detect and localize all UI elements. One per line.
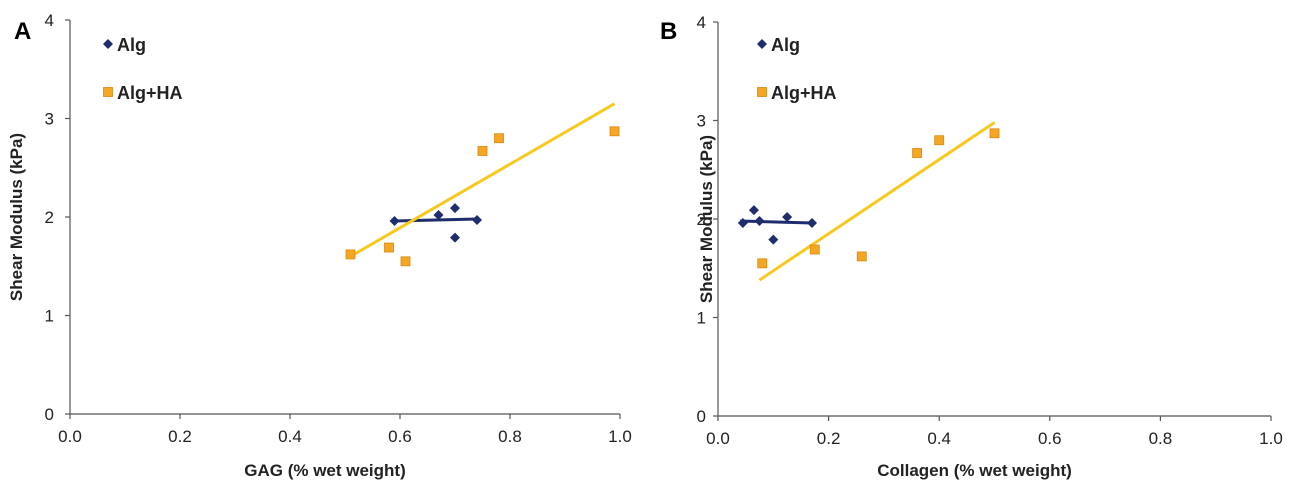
panel-a-trendline bbox=[349, 102, 616, 258]
panel-b-legend-marker bbox=[757, 39, 767, 49]
panel-b-data-point bbox=[989, 128, 1000, 139]
panel-b-x-tick-label: 0.4 bbox=[927, 429, 951, 448]
panel-b-x-tick-label: 0.8 bbox=[1149, 429, 1173, 448]
panel-b-data-point bbox=[807, 217, 818, 228]
panel-a-series-1 bbox=[345, 102, 620, 267]
panel-a-legend-label: Alg+HA bbox=[117, 83, 183, 103]
panel-b-data-point bbox=[782, 212, 793, 223]
panel-b-y-tick-label: 4 bbox=[697, 13, 706, 32]
panel-a-x-axis-title: GAG (% wet weight) bbox=[244, 461, 406, 480]
panel-b-trendline bbox=[740, 219, 813, 225]
panel-b-chart: B 0 1 2 3 4 0.0 0.2 0.4 0.6 0.8 1.0 Shear Modulus (k… bbox=[646, 0, 1293, 487]
panel-a-y-tick-label: 2 bbox=[45, 208, 54, 227]
panel-b-x-axis-title: Collagen (% wet weight) bbox=[877, 461, 1072, 480]
panel-a-series-0 bbox=[389, 203, 482, 243]
panel-a-x-tick-label: 0.6 bbox=[388, 427, 412, 446]
panel-a-data-point bbox=[450, 232, 460, 243]
panel-b-y-tick-label: 0 bbox=[697, 407, 706, 426]
panel-a-svg: A 0 1 2 3 4 0.0 0.2 0.4 0.6 0.8 1.0 Shear Modulus (k… bbox=[7, 11, 632, 480]
panel-a-y-tick-label: 1 bbox=[45, 307, 54, 326]
panel-b-data-point bbox=[809, 244, 820, 255]
panel-a-data-point bbox=[494, 133, 504, 144]
panel-a-data-point bbox=[345, 249, 356, 260]
panel-a-legend-marker bbox=[103, 87, 113, 97]
panel-b-data-point bbox=[754, 215, 765, 226]
panel-a-legend-marker bbox=[103, 39, 113, 49]
panel-a-data-point bbox=[433, 210, 444, 221]
panel-a-data-point bbox=[450, 203, 460, 214]
panel-a-trendline bbox=[394, 217, 478, 223]
panel-a-x-tick-label: 0.2 bbox=[168, 427, 192, 446]
panel-b-x-tick-label: 1.0 bbox=[1259, 429, 1283, 448]
panel-b-legend-label: Alg bbox=[771, 35, 800, 55]
panel-a-chart: A 0 1 2 3 4 0.0 0.2 0.4 0.6 0.8 1.0 Shear Modulus (k… bbox=[0, 0, 646, 487]
panel-a-data-point bbox=[477, 146, 488, 156]
panel-b-y-tick-label: 3 bbox=[697, 112, 706, 131]
panel-b-trendline bbox=[758, 121, 996, 282]
panel-b-y-axis-title: Shear Modulus (kPa) bbox=[697, 135, 716, 303]
panel-b-y-tick-label: 1 bbox=[697, 309, 706, 328]
panel-b-x-tick-label: 0.6 bbox=[1038, 429, 1062, 448]
panel-b-data-point bbox=[737, 217, 748, 228]
panel-b-x-tick-label: 0.2 bbox=[817, 429, 841, 448]
panel-a-x-tick-label: 1.0 bbox=[608, 427, 632, 446]
panel-a-data-point bbox=[400, 256, 411, 267]
panel-a-x-tick-label: 0.8 bbox=[498, 427, 522, 446]
panel-a-y-axis-title: Shear Modulus (kPa) bbox=[7, 133, 26, 301]
panel-b-data-point bbox=[757, 258, 768, 269]
panel-a-legend-label: Alg bbox=[117, 35, 146, 55]
panel-a-y-tick-label: 0 bbox=[45, 405, 54, 424]
panel-b-data-point bbox=[856, 251, 867, 262]
panel-b-x-tick-label: 0.0 bbox=[706, 429, 730, 448]
panel-b-series-0 bbox=[737, 205, 818, 245]
panel-b-data-point bbox=[748, 205, 759, 216]
panel-a-label: A bbox=[14, 18, 31, 45]
panel-b-legend-marker bbox=[757, 87, 767, 97]
panel-a-y-tick-label: 3 bbox=[45, 110, 54, 129]
panel-b-series-1 bbox=[757, 121, 1000, 282]
panel-a-data-point bbox=[609, 126, 620, 137]
panel-b-data-point bbox=[934, 135, 945, 146]
panel-a-x-tick-label: 0.0 bbox=[58, 427, 82, 446]
panel-b-data-point bbox=[912, 148, 922, 158]
panel-b-svg: B 0 1 2 3 4 0.0 0.2 0.4 0.6 0.8 1.0 Shear Modulus (k… bbox=[660, 13, 1283, 480]
panel-a-x-tick-label: 0.4 bbox=[278, 427, 302, 446]
panel-b-y-tick-label: 2 bbox=[697, 210, 706, 229]
panel-b-label: B bbox=[660, 18, 677, 45]
panel-a-data-point bbox=[384, 242, 394, 253]
panel-a-data-point bbox=[389, 215, 400, 226]
panel-b-legend-label: Alg+HA bbox=[771, 83, 837, 103]
panel-a-y-tick-label: 4 bbox=[45, 11, 54, 30]
panel-a-data-point bbox=[472, 214, 482, 225]
panel-b-data-point bbox=[768, 234, 779, 245]
